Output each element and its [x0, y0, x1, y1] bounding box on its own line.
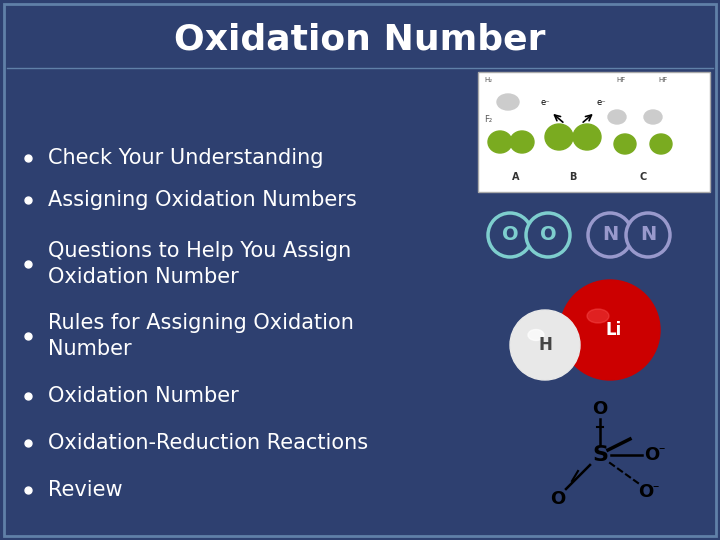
Text: C: C: [639, 172, 647, 182]
Text: O: O: [639, 483, 654, 501]
Text: H: H: [538, 336, 552, 354]
Ellipse shape: [510, 131, 534, 153]
Circle shape: [560, 280, 660, 380]
Ellipse shape: [650, 134, 672, 154]
Ellipse shape: [608, 110, 626, 124]
Text: HF: HF: [616, 77, 626, 83]
Text: Oxidation-Reduction Reactions: Oxidation-Reduction Reactions: [48, 433, 368, 453]
Circle shape: [588, 213, 632, 257]
Text: O: O: [540, 226, 557, 245]
Text: A: A: [512, 172, 520, 182]
Text: Check Your Understanding: Check Your Understanding: [48, 148, 323, 168]
Text: F₂: F₂: [484, 115, 492, 124]
Text: H₂: H₂: [484, 77, 492, 83]
Text: O: O: [502, 226, 518, 245]
Text: S: S: [592, 445, 608, 465]
Ellipse shape: [573, 124, 601, 150]
Text: O: O: [644, 446, 660, 464]
Ellipse shape: [488, 131, 512, 153]
Circle shape: [488, 213, 532, 257]
Text: B: B: [570, 172, 577, 182]
Text: Oxidation Number: Oxidation Number: [48, 386, 239, 406]
FancyBboxPatch shape: [478, 72, 710, 192]
Ellipse shape: [545, 124, 573, 150]
Text: N: N: [640, 226, 656, 245]
Text: Assigning Oxidation Numbers: Assigning Oxidation Numbers: [48, 190, 356, 210]
Ellipse shape: [587, 309, 609, 323]
Text: N: N: [602, 226, 618, 245]
Text: Rules for Assigning Oxidation
Number: Rules for Assigning Oxidation Number: [48, 313, 354, 359]
Text: –: –: [659, 442, 665, 456]
Ellipse shape: [497, 94, 519, 110]
Text: Questions to Help You Assign
Oxidation Number: Questions to Help You Assign Oxidation N…: [48, 241, 351, 287]
Ellipse shape: [528, 329, 544, 341]
Text: e⁻: e⁻: [540, 98, 550, 107]
Text: O: O: [593, 400, 608, 418]
Text: Oxidation Number: Oxidation Number: [174, 23, 546, 57]
Text: Li: Li: [606, 321, 622, 339]
Text: O: O: [550, 490, 566, 508]
Ellipse shape: [614, 134, 636, 154]
Text: HF: HF: [658, 77, 667, 83]
Circle shape: [526, 213, 570, 257]
Text: Review: Review: [48, 480, 122, 500]
Text: –: –: [653, 481, 659, 494]
Ellipse shape: [644, 110, 662, 124]
Circle shape: [626, 213, 670, 257]
Text: e⁻: e⁻: [596, 98, 606, 107]
Circle shape: [510, 310, 580, 380]
